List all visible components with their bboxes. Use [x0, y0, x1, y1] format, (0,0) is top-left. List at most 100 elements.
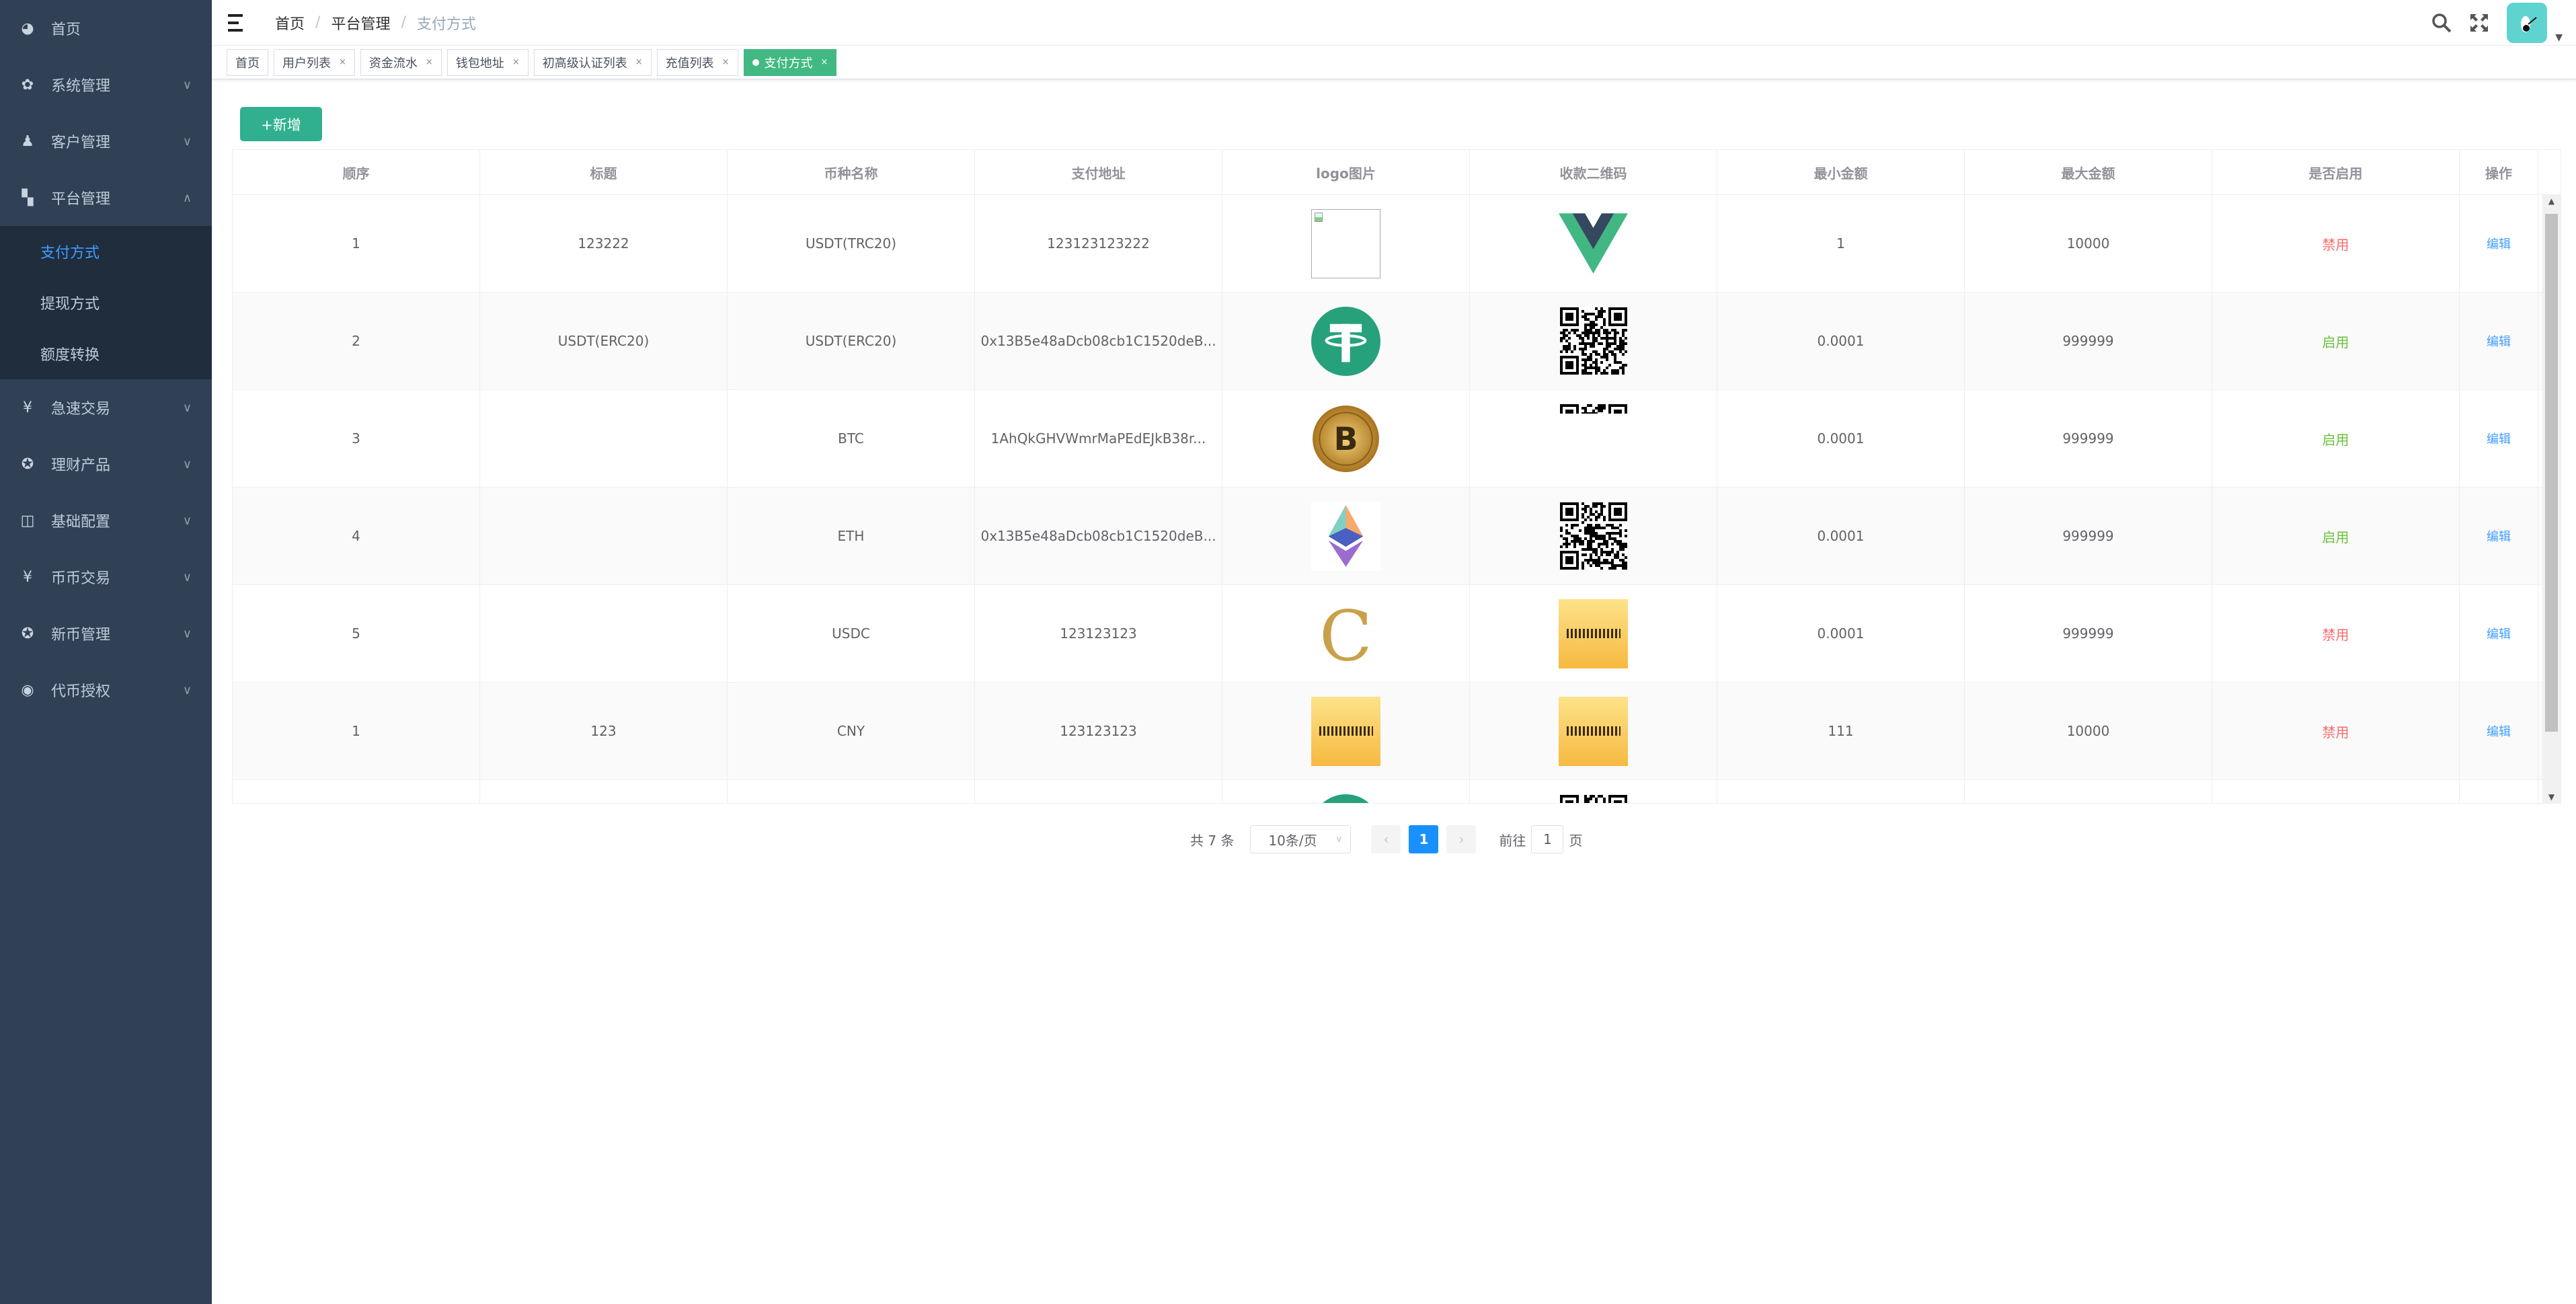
avatar[interactable]: [2507, 3, 2548, 43]
cell-status: 禁用: [2212, 585, 2460, 682]
cell-title: 123: [480, 683, 728, 779]
cell-logo: [1222, 293, 1470, 389]
sidebar-item[interactable]: ¥ 急速交易 ∨: [0, 379, 212, 436]
cell-text: 10000: [2066, 235, 2110, 252]
cell-action: 编辑: [2460, 390, 2538, 487]
cell-text: USDT(TRC20): [805, 235, 897, 252]
sidebar-item[interactable]: ¥ 币币交易 ∨: [0, 549, 212, 605]
add-button[interactable]: +新增: [240, 107, 322, 141]
sidebar-item-label: 新币管理: [51, 627, 111, 644]
cell-text: 123123123: [1060, 723, 1137, 739]
edit-button[interactable]: 编辑: [2487, 725, 2511, 739]
goto-page-input[interactable]: 1: [1531, 825, 1564, 853]
cell-coin: USDT(ERC20): [728, 293, 975, 389]
prev-page-button[interactable]: ‹: [1371, 825, 1401, 853]
sidebar-subitem[interactable]: 额度转换: [40, 347, 100, 364]
cell-text: 123123123: [1060, 625, 1137, 642]
column-header: 顺序: [233, 150, 480, 194]
cell-title: USDT(ERC20): [480, 293, 728, 389]
edit-button[interactable]: 编辑: [2487, 530, 2511, 544]
book-icon: ◫: [20, 512, 35, 529]
table-row: 1 123 CNY 123123123 111 10000 禁用 编辑: [233, 683, 2542, 780]
page-size-value: 10条/页: [1268, 832, 1317, 849]
next-page-button[interactable]: ›: [1446, 825, 1477, 853]
sidebar-item[interactable]: ✪ 理财产品 ∨: [0, 436, 212, 492]
cell-coin: ETH: [728, 488, 975, 584]
cell-text: 0.0001: [1817, 430, 1865, 447]
breadcrumb-platform[interactable]: 平台管理: [331, 15, 391, 33]
table-row: 5 USDC 123123123 C 0.0001 999999 禁用 编辑: [233, 585, 2542, 683]
page-1-button[interactable]: 1: [1409, 825, 1439, 853]
sidebar-item[interactable]: ✪ 新币管理 ∨: [0, 605, 212, 662]
status-text: 禁用: [2322, 626, 2349, 643]
sidebar-item[interactable]: ◕ 首页: [0, 0, 212, 56]
search-icon[interactable]: [2431, 13, 2452, 33]
sidebar-item[interactable]: ◫ 基础配置 ∨: [0, 492, 212, 549]
active-dot-icon: [752, 59, 759, 66]
edit-button[interactable]: 编辑: [2487, 627, 2511, 642]
sidebar-item[interactable]: ✿ 系统管理 ∨: [0, 56, 212, 113]
cell-text: 5: [352, 625, 360, 642]
tag-item[interactable]: 充值列表 ×: [656, 48, 738, 76]
edit-button[interactable]: 编辑: [2487, 237, 2511, 252]
cell-address: 123123123222: [975, 195, 1222, 292]
cell-text: 1AhQkGHVWmrMaPEdEJkB38r...: [990, 430, 1206, 447]
tag-item[interactable]: 用户列表 ×: [274, 48, 355, 76]
close-icon[interactable]: ×: [635, 57, 643, 67]
status-text: 启用: [2322, 529, 2349, 545]
caret-down-icon[interactable]: ▼: [2555, 32, 2563, 43]
cell-address: 0x13B5e48aDcb08cb1C1520deB...: [975, 488, 1222, 584]
tag-item[interactable]: 初高级认证列表 ×: [533, 48, 652, 76]
cell-qr: [1470, 585, 1717, 682]
tag-item[interactable]: 支付方式 ×: [743, 48, 837, 76]
cell-max: 10000: [1965, 683, 2212, 779]
close-icon[interactable]: ×: [339, 57, 346, 67]
tag-label: 用户列表: [282, 56, 331, 71]
sidebar-item[interactable]: ◉ 代币授权 ∨: [0, 662, 212, 718]
cell-text: 999999: [2062, 333, 2114, 349]
cell-title: 123222: [480, 195, 728, 292]
dashboard-icon: ◕: [21, 20, 34, 37]
hamburger-icon[interactable]: [228, 13, 248, 32]
cell-logo: [1222, 195, 1470, 292]
scrollbar[interactable]: ▲ ▼: [2542, 195, 2561, 803]
cell-text: USDT(ERC20): [805, 333, 897, 349]
close-icon[interactable]: ×: [820, 57, 828, 67]
cell-logo: [1222, 488, 1470, 584]
close-icon[interactable]: ×: [425, 57, 433, 67]
close-icon[interactable]: ×: [721, 57, 730, 67]
cell-address: 123123123: [975, 585, 1222, 682]
cell-text: 123: [590, 723, 617, 739]
tag-item[interactable]: 钱包地址 ×: [446, 48, 529, 76]
cell-action: 编辑: [2460, 488, 2538, 584]
edit-button[interactable]: 编辑: [2487, 432, 2511, 447]
cell-min: 0.0001: [1717, 293, 1965, 389]
cell-coin: BTC: [728, 390, 975, 487]
page-size-select[interactable]: 10条/页 ∨: [1250, 825, 1352, 853]
cell-address: 1AhQkGHVWmrMaPEdEJkB38r...: [975, 390, 1222, 487]
breadcrumb-home[interactable]: 首页: [275, 15, 305, 33]
tag-item[interactable]: 首页: [227, 48, 268, 76]
breadcrumb-separator: /: [315, 14, 321, 31]
cell-text: 123123123222: [1047, 235, 1150, 252]
cell-text: 123222: [578, 235, 629, 252]
cell-max: 999999: [1965, 293, 2212, 389]
cell-action: 编辑: [2460, 293, 2538, 389]
table-body: 1 123222 USDT(TRC20) 123123123222 1 10000 禁用 编辑…: [233, 195, 2542, 803]
close-icon[interactable]: ×: [512, 57, 520, 67]
edit-button[interactable]: 编辑: [2487, 335, 2511, 349]
cell-title: [480, 488, 728, 584]
cell-order: [233, 780, 480, 803]
sidebar-subitem[interactable]: 提现方式: [40, 296, 100, 313]
sidebar-item-label: 系统管理: [51, 78, 111, 95]
sidebar-item[interactable]: ▚ 平台管理 ∧: [0, 169, 212, 226]
cell-text: 1: [352, 723, 360, 739]
tag-item[interactable]: 资金流水 ×: [360, 48, 442, 76]
cell-max: [1965, 780, 2212, 803]
sidebar-subitem[interactable]: 支付方式: [40, 245, 100, 262]
status-text: 禁用: [2322, 236, 2349, 253]
sidebar-item[interactable]: ♟ 客户管理 ∨: [0, 113, 212, 169]
fullscreen-icon[interactable]: [2469, 13, 2489, 33]
cell-text: 1: [352, 235, 360, 252]
